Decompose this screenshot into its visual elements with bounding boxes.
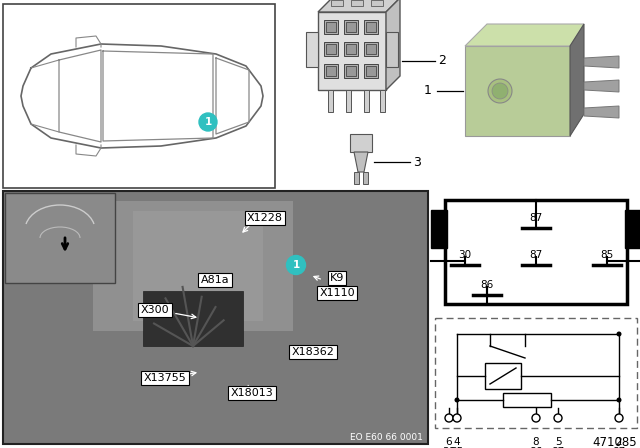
Bar — [326, 66, 336, 76]
Bar — [366, 44, 376, 54]
Bar — [318, 12, 386, 90]
Bar — [331, 0, 343, 6]
Circle shape — [453, 414, 461, 422]
Circle shape — [287, 255, 305, 275]
Bar — [306, 32, 318, 67]
Text: EO E60 66 0001: EO E60 66 0001 — [350, 432, 423, 441]
Text: 2: 2 — [616, 437, 622, 447]
Bar — [344, 42, 358, 56]
Text: 30: 30 — [442, 447, 456, 448]
Bar — [350, 134, 372, 152]
Circle shape — [454, 397, 460, 402]
Bar — [364, 20, 378, 34]
Polygon shape — [354, 152, 368, 172]
Polygon shape — [584, 80, 619, 92]
Bar — [3, 191, 428, 444]
Text: 30: 30 — [458, 250, 472, 260]
Text: 85: 85 — [451, 447, 463, 448]
Polygon shape — [584, 106, 619, 118]
Polygon shape — [318, 0, 400, 12]
Text: X18362: X18362 — [292, 347, 335, 357]
Polygon shape — [570, 24, 584, 136]
Bar — [380, 90, 385, 112]
Bar — [435, 192, 637, 312]
Bar — [364, 90, 369, 112]
Bar — [326, 44, 336, 54]
Bar — [625, 210, 640, 248]
Text: 87: 87 — [529, 250, 543, 260]
Polygon shape — [584, 56, 619, 68]
Text: 1: 1 — [424, 85, 432, 98]
Bar — [344, 64, 358, 78]
Circle shape — [488, 79, 512, 103]
Bar — [3, 4, 275, 188]
Text: 3: 3 — [413, 155, 421, 168]
Bar — [503, 393, 551, 407]
Text: 8: 8 — [532, 437, 540, 447]
Bar — [143, 291, 243, 346]
Circle shape — [616, 397, 621, 402]
Bar — [364, 42, 378, 56]
Circle shape — [554, 414, 562, 422]
Text: 1: 1 — [292, 260, 300, 270]
Bar — [5, 193, 115, 283]
Text: X13755: X13755 — [143, 373, 186, 383]
Bar — [354, 172, 359, 184]
Bar — [386, 32, 398, 67]
Text: K9: K9 — [330, 273, 344, 283]
Text: 5: 5 — [555, 437, 561, 447]
Bar — [351, 0, 363, 6]
Bar — [346, 90, 351, 112]
Text: 87: 87 — [612, 447, 626, 448]
Circle shape — [199, 113, 217, 131]
Text: 471085: 471085 — [593, 435, 637, 448]
Text: X300: X300 — [141, 305, 170, 315]
Bar — [366, 22, 376, 32]
Text: 2: 2 — [438, 55, 446, 68]
Bar — [93, 201, 293, 331]
Circle shape — [492, 83, 508, 99]
Circle shape — [532, 414, 540, 422]
Text: 87: 87 — [529, 213, 543, 223]
Bar — [363, 172, 368, 184]
Bar — [371, 0, 383, 6]
Text: X18013: X18013 — [230, 388, 273, 398]
Polygon shape — [465, 24, 584, 46]
Text: 86: 86 — [529, 447, 543, 448]
Text: 6: 6 — [445, 437, 452, 447]
Bar — [465, 46, 570, 136]
Bar — [435, 318, 637, 428]
Text: 1: 1 — [204, 117, 212, 127]
Polygon shape — [386, 0, 400, 90]
Circle shape — [615, 414, 623, 422]
Circle shape — [445, 414, 453, 422]
Bar — [324, 42, 338, 56]
Bar — [364, 64, 378, 78]
Bar — [346, 22, 356, 32]
Text: 86: 86 — [481, 280, 493, 290]
Text: 4: 4 — [454, 437, 460, 447]
Bar — [431, 210, 447, 248]
Text: X1110: X1110 — [319, 288, 355, 298]
Text: X1228: X1228 — [247, 213, 283, 223]
Bar — [324, 64, 338, 78]
Bar — [445, 200, 627, 304]
Bar — [346, 66, 356, 76]
Bar — [326, 22, 336, 32]
Bar — [366, 66, 376, 76]
Circle shape — [616, 332, 621, 336]
Bar — [346, 44, 356, 54]
Bar — [485, 363, 521, 389]
Text: 85: 85 — [600, 250, 614, 260]
Text: A81a: A81a — [201, 275, 229, 285]
Bar — [328, 90, 333, 112]
Bar — [344, 20, 358, 34]
Bar — [133, 211, 263, 321]
Bar — [435, 4, 637, 156]
Text: 87: 87 — [552, 447, 564, 448]
Bar — [324, 20, 338, 34]
